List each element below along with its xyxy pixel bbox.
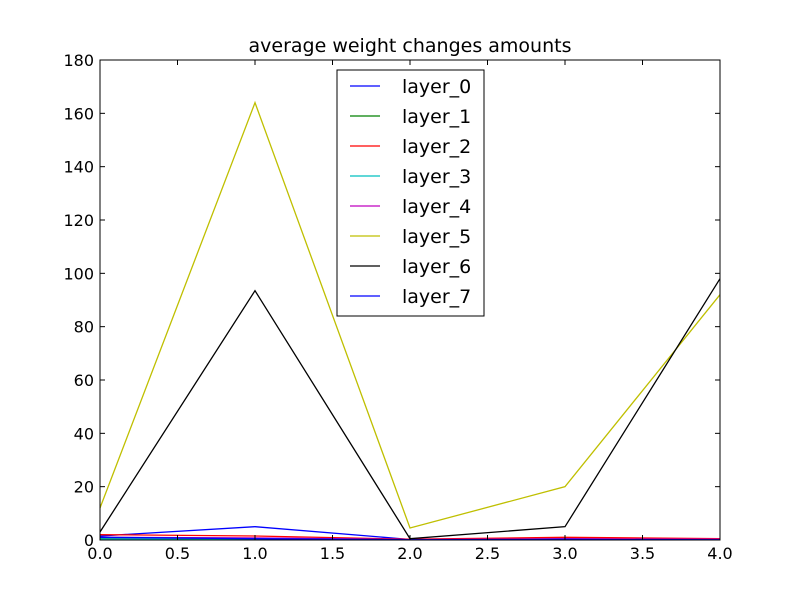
- chart-title: average weight changes amounts: [249, 35, 572, 57]
- y-tick-label: 20: [74, 478, 94, 497]
- x-tick-label: 0.5: [165, 544, 190, 563]
- x-tick-label: 1.0: [242, 544, 267, 563]
- legend-label: layer_2: [402, 136, 471, 158]
- x-tick-label: 3.5: [630, 544, 655, 563]
- y-tick-label: 80: [74, 318, 94, 337]
- x-tick-label: 4.0: [707, 544, 732, 563]
- y-tick-label: 180: [63, 51, 94, 70]
- legend: layer_0 layer_1 layer_2 layer_3 layer_4layer…: [336, 69, 485, 317]
- x-tick-label: 1.5: [320, 544, 345, 563]
- legend-label: layer_3: [402, 166, 471, 188]
- x-tick-label: 2.5: [475, 544, 500, 563]
- x-tick-label: 0.0: [87, 544, 112, 563]
- series-line-layer-6: [99, 278, 721, 540]
- legend-label: layer_0: [402, 76, 471, 98]
- y-tick-label: 160: [63, 104, 94, 123]
- y-tick-label: 40: [74, 424, 94, 443]
- legend-label: layer_7: [402, 286, 471, 308]
- x-tick-label: 3.0: [552, 544, 577, 563]
- axis-ticks: 0.0 0.5 1.0 1.5 2.0 2.5 3.0 3.5 4.0 0 20 40 60 80 100 1…: [63, 51, 732, 563]
- y-tick-label: 60: [74, 371, 94, 390]
- legend-box: [336, 69, 485, 317]
- legend-label: layer_1: [402, 106, 471, 128]
- x-tick-label: 2.0: [397, 544, 422, 563]
- legend-label: layer_5: [402, 226, 471, 248]
- y-tick-label: 0: [84, 531, 94, 550]
- legend-label: layer_4: [402, 196, 471, 218]
- y-tick-label: 120: [63, 211, 94, 230]
- y-tick-label: 140: [63, 158, 94, 177]
- y-tick-label: 100: [63, 264, 94, 283]
- series-line-layer-5: [99, 100, 721, 529]
- legend-label: layer_6: [402, 256, 471, 278]
